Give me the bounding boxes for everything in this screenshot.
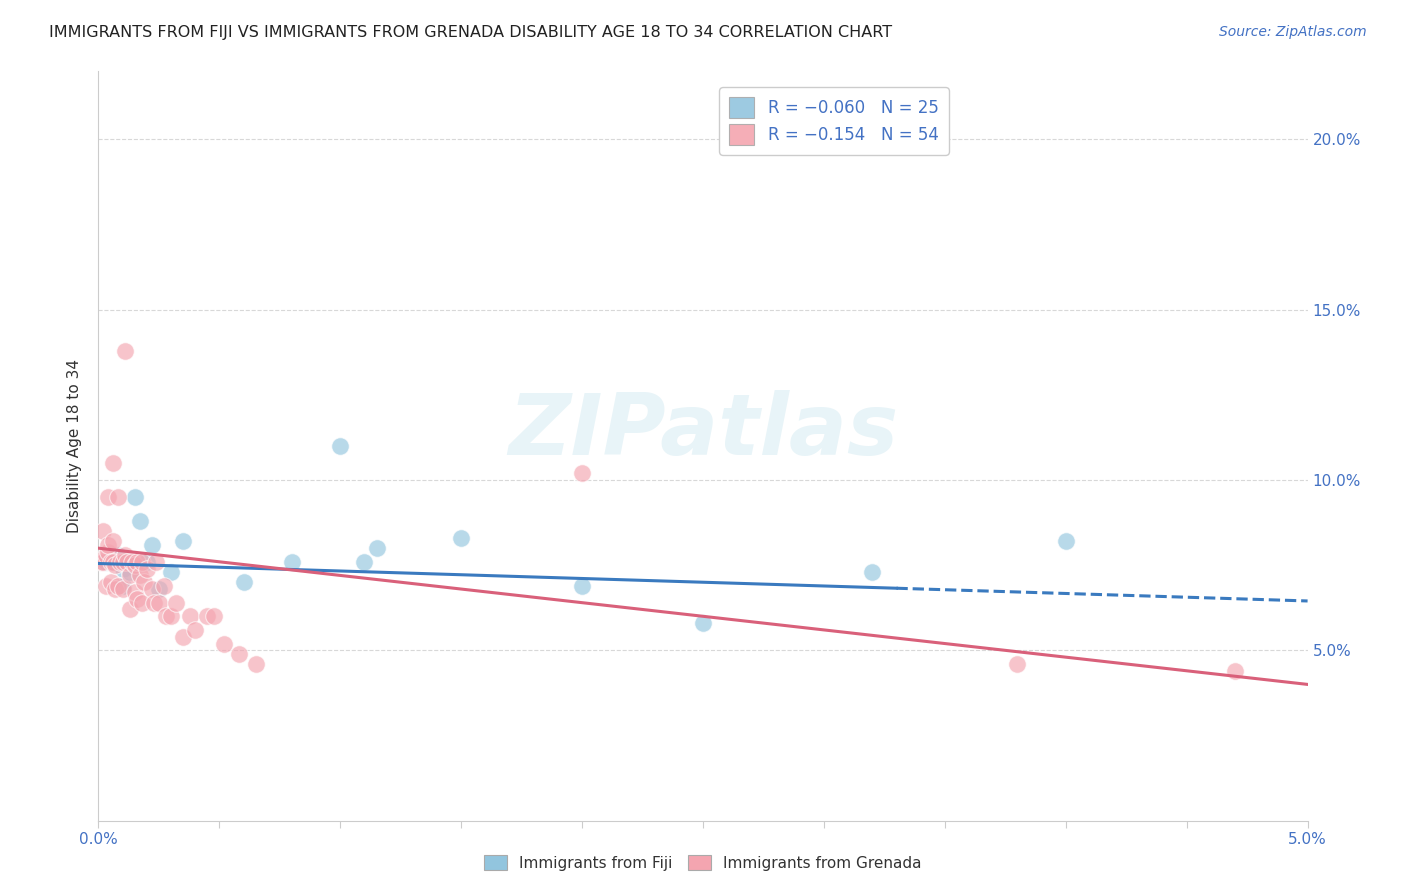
- Text: IMMIGRANTS FROM FIJI VS IMMIGRANTS FROM GRENADA DISABILITY AGE 18 TO 34 CORRELAT: IMMIGRANTS FROM FIJI VS IMMIGRANTS FROM …: [49, 25, 893, 40]
- Text: ZIPatlas: ZIPatlas: [508, 390, 898, 473]
- Point: [124, 490, 146, 504]
- Point: [118, 602, 141, 616]
- Point: [571, 579, 593, 593]
- Point: [204, 609, 226, 624]
- Point: [450, 531, 472, 545]
- Point: [1054, 534, 1077, 549]
- Point: [152, 579, 174, 593]
- Point: [353, 555, 375, 569]
- Point: [114, 343, 136, 358]
- Point: [121, 555, 143, 569]
- Point: [155, 609, 177, 624]
- Point: [111, 555, 134, 569]
- Point: [135, 561, 157, 575]
- Point: [91, 555, 114, 569]
- Point: [1007, 657, 1029, 671]
- Point: [165, 596, 187, 610]
- Point: [212, 636, 235, 650]
- Point: [141, 538, 163, 552]
- Point: [366, 541, 388, 556]
- Point: [134, 575, 156, 590]
- Point: [135, 555, 157, 569]
- Point: [128, 514, 150, 528]
- Point: [101, 555, 124, 569]
- Point: [232, 575, 254, 590]
- Point: [100, 575, 122, 590]
- Point: [184, 623, 207, 637]
- Point: [195, 609, 218, 624]
- Point: [571, 467, 593, 481]
- Point: [97, 490, 120, 504]
- Point: [145, 555, 167, 569]
- Point: [131, 596, 153, 610]
- Text: Source: ZipAtlas.com: Source: ZipAtlas.com: [1219, 25, 1367, 39]
- Point: [117, 555, 139, 569]
- Point: [101, 534, 124, 549]
- Point: [281, 555, 304, 569]
- Point: [141, 582, 163, 596]
- Point: [111, 579, 134, 593]
- Point: [100, 555, 122, 569]
- Point: [97, 544, 120, 558]
- Point: [179, 609, 201, 624]
- Point: [114, 548, 136, 562]
- Point: [329, 439, 352, 453]
- Point: [860, 565, 883, 579]
- Point: [91, 524, 114, 538]
- Point: [160, 565, 183, 579]
- Point: [108, 555, 131, 569]
- Point: [131, 555, 153, 569]
- Point: [148, 582, 170, 596]
- Point: [148, 596, 170, 610]
- Point: [100, 555, 122, 569]
- Point: [118, 565, 141, 579]
- Point: [1223, 664, 1246, 678]
- Point: [107, 548, 129, 562]
- Point: [104, 582, 127, 596]
- Legend: Immigrants from Fiji, Immigrants from Grenada: Immigrants from Fiji, Immigrants from Gr…: [478, 848, 928, 877]
- Point: [127, 592, 149, 607]
- Point: [160, 609, 183, 624]
- Point: [118, 568, 141, 582]
- Point: [228, 647, 250, 661]
- Point: [124, 558, 146, 573]
- Point: [94, 579, 117, 593]
- Point: [111, 582, 134, 596]
- Point: [128, 568, 150, 582]
- Point: [692, 616, 714, 631]
- Point: [124, 585, 146, 599]
- Point: [172, 630, 194, 644]
- Point: [172, 534, 194, 549]
- Point: [127, 555, 149, 569]
- Point: [90, 555, 112, 569]
- Point: [97, 538, 120, 552]
- Point: [107, 490, 129, 504]
- Point: [91, 555, 114, 569]
- Point: [94, 548, 117, 562]
- Y-axis label: Disability Age 18 to 34: Disability Age 18 to 34: [67, 359, 83, 533]
- Point: [143, 596, 166, 610]
- Point: [94, 555, 117, 569]
- Point: [101, 456, 124, 470]
- Point: [104, 558, 127, 573]
- Point: [111, 561, 134, 575]
- Point: [117, 555, 139, 569]
- Point: [107, 579, 129, 593]
- Point: [245, 657, 267, 671]
